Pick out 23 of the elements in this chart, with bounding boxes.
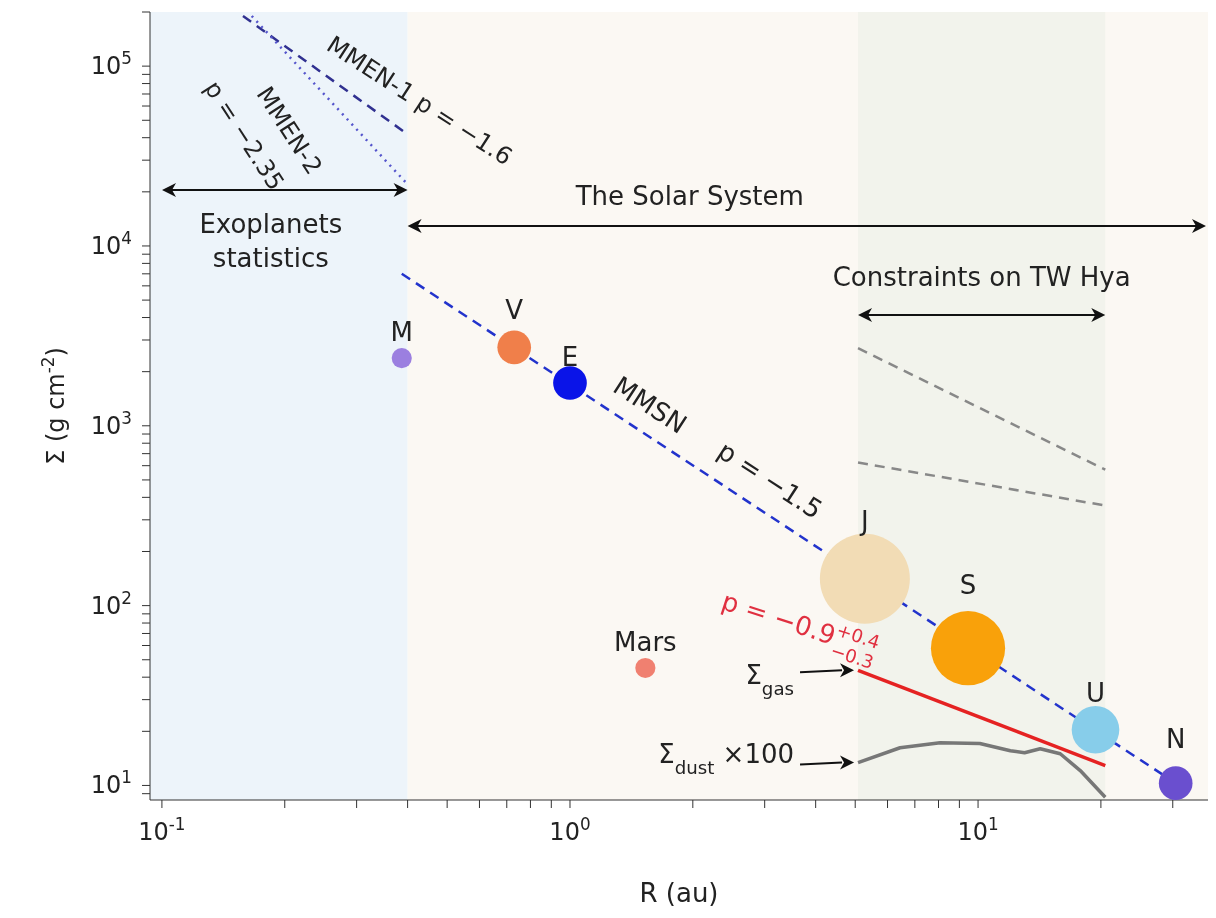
annotation: Mars — [614, 626, 677, 657]
x-axis-title: R (au) — [639, 878, 719, 908]
band-label: Exoplanets statistics — [199, 209, 343, 273]
y-tick-label: 10$^{4}$ — [90, 227, 132, 260]
annotation: J — [859, 505, 869, 536]
annotation: N — [1165, 724, 1186, 755]
annotation: U — [1085, 677, 1106, 708]
y-tick-label: 10$^{5}$ — [90, 48, 132, 81]
annotation: M — [390, 317, 413, 348]
band-label: Constraints on TW Hya — [832, 262, 1131, 292]
y-tick-label: 10$^{3}$ — [90, 407, 132, 440]
x-tick-label: 10$^{0}$ — [549, 814, 591, 846]
annotation: p = −1.5 — [712, 435, 828, 525]
annotation: Σ$_{dust}$ ×100 — [658, 738, 795, 778]
annotation: V — [505, 295, 524, 326]
band-label: The Solar System — [574, 181, 804, 211]
annotation: S — [959, 570, 977, 601]
y-tick-label: 10$^{1}$ — [90, 767, 132, 800]
annotation: E — [561, 341, 579, 372]
y-tick-label: 10$^{2}$ — [90, 587, 132, 620]
x-tick-label: 10$^{-1}$ — [138, 814, 186, 846]
annotation: Σ$_{gas}$ — [745, 660, 795, 699]
x-tick-label: 10$^{1}$ — [957, 814, 999, 846]
